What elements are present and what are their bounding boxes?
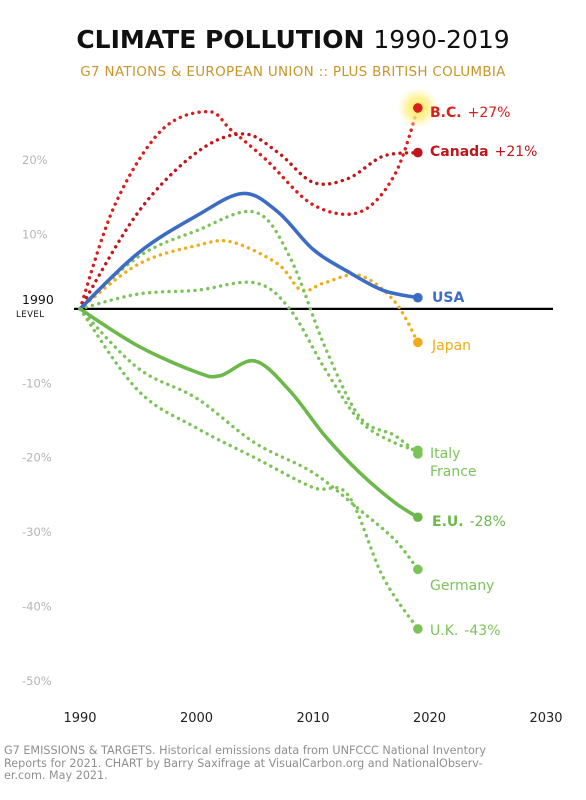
series-name: Germany	[430, 578, 494, 594]
y-tick-label: 10%	[22, 227, 48, 241]
series-line-italy	[78, 209, 420, 456]
series-name: Japan	[431, 338, 471, 354]
chart-title: CLIMATE POLLUTION 1990-2019	[76, 25, 509, 54]
series-end-dot-france	[413, 445, 423, 456]
series-change-value: +27%	[468, 105, 511, 121]
y-axis-ticks: 20% 10% -10% -20% -30% -40% -50%	[22, 153, 52, 688]
series-label-u-k: U.K. -43%	[430, 623, 501, 639]
series-line-canada	[78, 132, 420, 311]
series-lines	[78, 106, 420, 631]
series-label-italy: Italy	[430, 446, 460, 462]
chart-title-bold: CLIMATE POLLUTION	[76, 25, 364, 54]
series-name: Canada	[430, 144, 489, 160]
chart-subtitle: G7 NATIONS & EUROPEAN UNION :: PLUS BRIT…	[80, 64, 506, 80]
series-end-dot-usa	[413, 292, 423, 303]
chart-title-years: 1990-2019	[373, 25, 509, 54]
series-end-markers	[396, 86, 439, 634]
baseline-sublabel: LEVEL	[16, 310, 45, 320]
chart: CLIMATE POLLUTION 1990-2019 G7 NATIONS & …	[16, 25, 563, 726]
x-axis-ticks: 1990 2000 2010 2020 2030	[63, 711, 562, 726]
x-tick-label: 2030	[529, 711, 562, 726]
series-change-value: +21%	[495, 144, 538, 160]
series-label-france: France	[430, 464, 477, 480]
series-name: Italy	[430, 446, 460, 462]
series-line-japan	[78, 238, 420, 345]
y-tick-label: -50%	[22, 674, 52, 688]
series-end-dot-e-u	[413, 512, 423, 523]
series-name: France	[430, 464, 477, 480]
series-change-value: -43%	[464, 623, 500, 639]
series-label-germany: Germany	[430, 578, 494, 594]
x-tick-label: 1990	[63, 711, 96, 726]
series-line-france	[78, 280, 420, 452]
series-end-dot-japan	[413, 337, 423, 348]
series-label-japan: Japan	[431, 338, 471, 354]
series-line-u-k	[78, 307, 420, 631]
series-label-canada: Canada +21%	[430, 144, 537, 160]
series-name: B.C.	[430, 105, 462, 121]
series-change-value: -28%	[470, 514, 506, 530]
series-label-usa: USA	[432, 290, 464, 306]
series-line-b-c	[78, 106, 420, 311]
y-tick-label: 20%	[22, 153, 48, 167]
series-labels: B.C. +27% Canada +21% USA Japan Italy France E.U…	[430, 105, 537, 639]
series-end-dot-b-c	[413, 103, 423, 113]
x-tick-label: 2000	[180, 711, 213, 726]
series-name: E.U.	[432, 514, 464, 530]
series-label-e-u: E.U. -28%	[432, 514, 506, 530]
baseline-label: 1990	[22, 292, 54, 307]
series-end-dot-canada	[413, 147, 423, 158]
footnote-source: G7 EMISSIONS & TARGETS. Historical emiss…	[4, 744, 487, 783]
series-line-e-u	[78, 307, 420, 520]
y-tick-label: -40%	[22, 600, 52, 614]
series-name: USA	[432, 290, 464, 306]
series-label-b-c: B.C. +27%	[430, 105, 510, 121]
series-line-germany	[78, 307, 420, 572]
x-tick-label: 2010	[296, 711, 329, 726]
series-end-dot-germany	[413, 564, 423, 575]
series-line-usa	[78, 191, 420, 311]
series-name: U.K.	[430, 623, 458, 639]
series-end-dot-u-k	[413, 624, 423, 634]
y-tick-label: -30%	[22, 525, 52, 539]
x-tick-label: 2020	[413, 711, 446, 726]
y-tick-label: -10%	[22, 376, 52, 390]
y-tick-label: -20%	[22, 451, 52, 465]
